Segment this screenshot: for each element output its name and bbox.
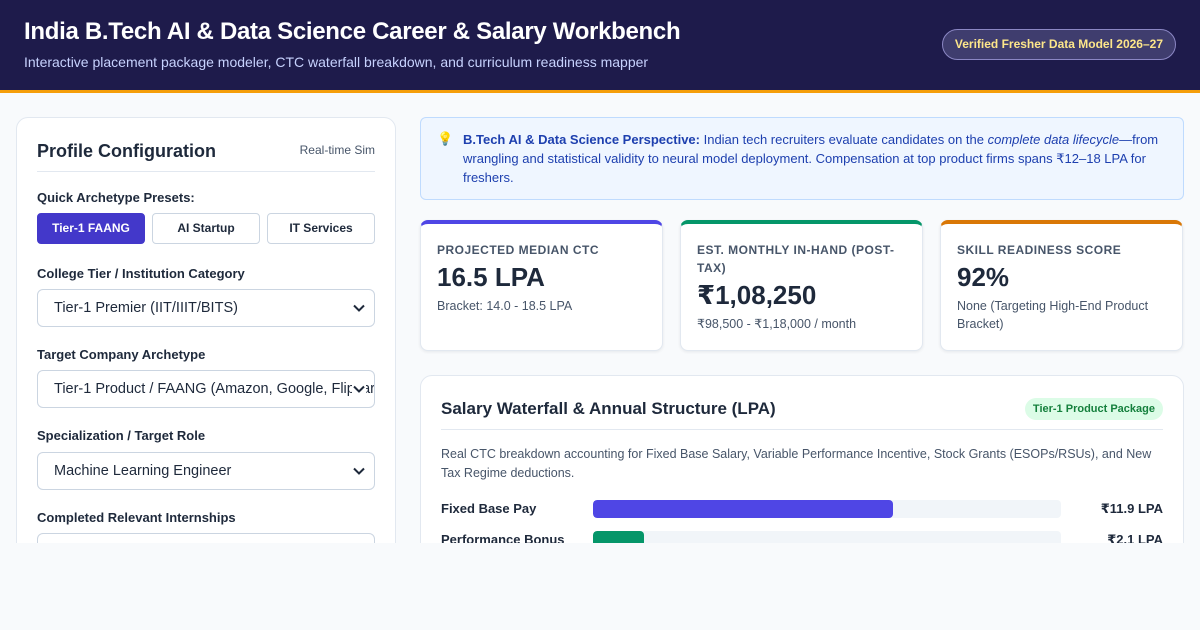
perspective-text: B.Tech AI & Data Science Perspective: In… (463, 130, 1163, 187)
kpi-label: Est. Monthly In-Hand (Post-Tax) (697, 243, 895, 275)
app-header: India B.Tech AI & Data Science Career & … (0, 0, 1200, 93)
target-role-select[interactable]: Machine Learning Engineer (37, 452, 375, 490)
company-archetype-select[interactable]: Tier-1 Product / FAANG (Amazon, Google, … (37, 370, 375, 408)
kpi-value: ₹1,08,250 (697, 280, 817, 310)
kpi-card-median-ctc: Projected Median CTC 16.5 LPA Bracket: 1… (420, 220, 663, 351)
company-archetype-label: Target Company Archetype (37, 347, 206, 362)
viewport-cutoff (0, 543, 1200, 630)
page-title: India B.Tech AI & Data Science Career & … (24, 18, 681, 45)
realtime-sim-tag: Real-time Sim (299, 143, 375, 157)
panel-divider (37, 171, 375, 172)
kpi-subtext: Bracket: 14.0 - 18.5 LPA (437, 299, 573, 313)
bar-fill-fixed-base (593, 500, 893, 518)
perspective-callout: 💡 B.Tech AI & Data Science Perspective: … (420, 117, 1184, 200)
preset-tier1-faang-button[interactable]: Tier-1 FAANG (37, 213, 145, 244)
kpi-card-skill-readiness: Skill Readiness Score 92% None (Targetin… (940, 220, 1183, 351)
package-badge: Tier-1 Product Package (1024, 398, 1163, 420)
chevron-down-icon (352, 453, 366, 489)
kpi-subtext: None (Targeting High-End Product Bracket… (957, 299, 1149, 331)
chevron-down-icon (352, 290, 366, 326)
target-role-label: Specialization / Target Role (37, 428, 206, 443)
panel-title: Profile Configuration (37, 141, 216, 161)
kpi-value: 16.5 LPA (437, 262, 545, 292)
profile-configuration-panel: Profile Configuration Real-time Sim Quic… (16, 117, 396, 571)
perspective-lead: B.Tech AI & Data Science Perspective: (463, 132, 700, 147)
chevron-down-icon (352, 371, 366, 407)
bar-label-fixed-base: Fixed Base Pay (441, 501, 537, 516)
kpi-label: Projected Median CTC (437, 243, 600, 257)
waterfall-description: Real CTC breakdown accounting for Fixed … (441, 447, 1152, 480)
presets-label: Quick Archetype Presets: (37, 190, 195, 205)
kpi-subtext: ₹98,500 - ₹1,18,000 / month (697, 317, 857, 331)
perspective-text-after: —from wrangling and statistical validity… (463, 132, 1159, 185)
perspective-emphasis: complete data lifecycle (987, 132, 1120, 147)
perspective-text-before: Indian tech recruiters evaluate candidat… (699, 132, 988, 147)
internships-label: Completed Relevant Internships (37, 510, 236, 525)
preset-it-services-button[interactable]: IT Services (267, 213, 375, 244)
preset-ai-startup-button[interactable]: AI Startup (152, 213, 260, 244)
college-tier-select[interactable]: Tier-1 Premier (IIT/IIIT/BITS) (37, 289, 375, 327)
bar-track-fixed-base (593, 500, 1061, 518)
waterfall-title: Salary Waterfall & Annual Structure (LPA… (441, 399, 776, 418)
salary-waterfall-card: Salary Waterfall & Annual Structure (LPA… (420, 375, 1184, 575)
kpi-card-monthly-in-hand: Est. Monthly In-Hand (Post-Tax) ₹1,08,25… (680, 220, 923, 351)
college-tier-label: College Tier / Institution Category (37, 266, 245, 281)
company-archetype-value: Tier-1 Product / FAANG (Amazon, Google, … (54, 381, 375, 397)
page-subtitle: Interactive placement package modeler, C… (24, 54, 649, 70)
kpi-label: Skill Readiness Score (957, 243, 1122, 257)
target-role-value: Machine Learning Engineer (54, 463, 232, 479)
college-tier-value: Tier-1 Premier (IIT/IIIT/BITS) (54, 300, 238, 316)
waterfall-divider (441, 429, 1163, 430)
bar-value-fixed-base: ₹11.9 LPA (1100, 501, 1163, 516)
verified-badge: Verified Fresher Data Model 2026–27 (941, 29, 1176, 60)
kpi-value: 92% (957, 262, 1010, 292)
lightbulb-icon: 💡 (437, 131, 454, 146)
